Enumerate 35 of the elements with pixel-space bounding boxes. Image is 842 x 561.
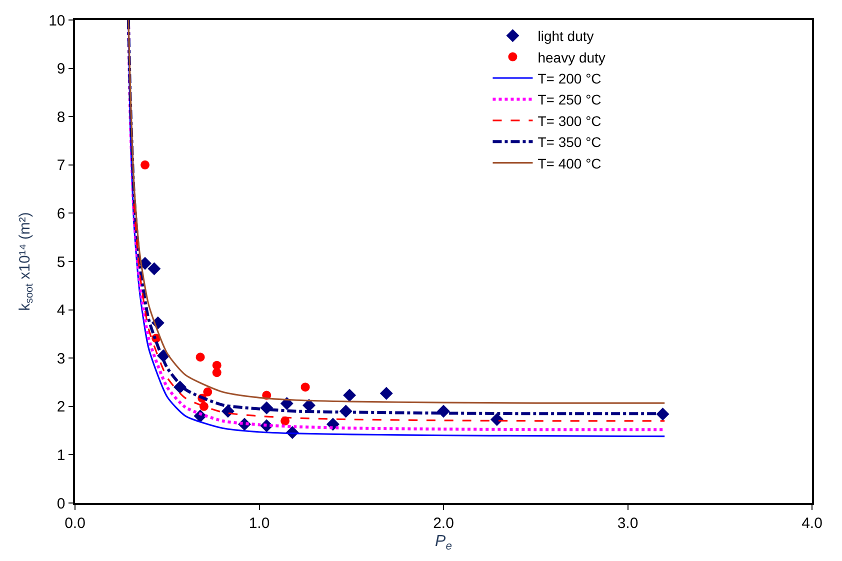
legend-label: T= 250 °C [538, 92, 602, 108]
y-tick-label: 1 [56, 446, 66, 464]
legend-label: heavy duty [538, 49, 606, 66]
x-tick-label: 0.0 [64, 514, 86, 532]
y-tick-label: 8 [56, 108, 66, 126]
x-tick-label: 3.0 [617, 514, 638, 532]
y-tick-label: 9 [56, 60, 66, 78]
x-tick-label: 4.0 [802, 514, 822, 532]
legend-label: T= 350 °C [538, 134, 602, 150]
point [196, 352, 205, 362]
legend-label: light duty [538, 28, 594, 44]
point [140, 160, 150, 170]
y-tick-label: 4 [56, 302, 66, 320]
x-axis-title: P$_{e}$ [435, 532, 452, 552]
y-tick-label: 0 [56, 495, 66, 512]
point [280, 397, 294, 410]
legend-label: T= 200 °C [538, 70, 602, 86]
point [212, 368, 222, 378]
legend-label: T= 400 °C [538, 155, 602, 172]
y-tick-label: 2 [56, 398, 66, 416]
point [300, 382, 310, 392]
point [380, 386, 393, 400]
y-tick-label: 10 [48, 12, 66, 30]
x-tick-label: 2.0 [433, 514, 454, 532]
y-tick-label: 6 [56, 205, 66, 222]
point [490, 412, 504, 426]
y-tick-label: 7 [56, 157, 66, 174]
point [343, 388, 356, 402]
x-tick-label: 1.0 [248, 514, 270, 532]
y-tick-label: 5 [56, 254, 66, 271]
y-tick-label: 3 [56, 350, 66, 368]
point [148, 262, 161, 276]
point [199, 402, 208, 411]
legend-label: T= 300 °C [538, 112, 602, 129]
point [203, 387, 212, 396]
